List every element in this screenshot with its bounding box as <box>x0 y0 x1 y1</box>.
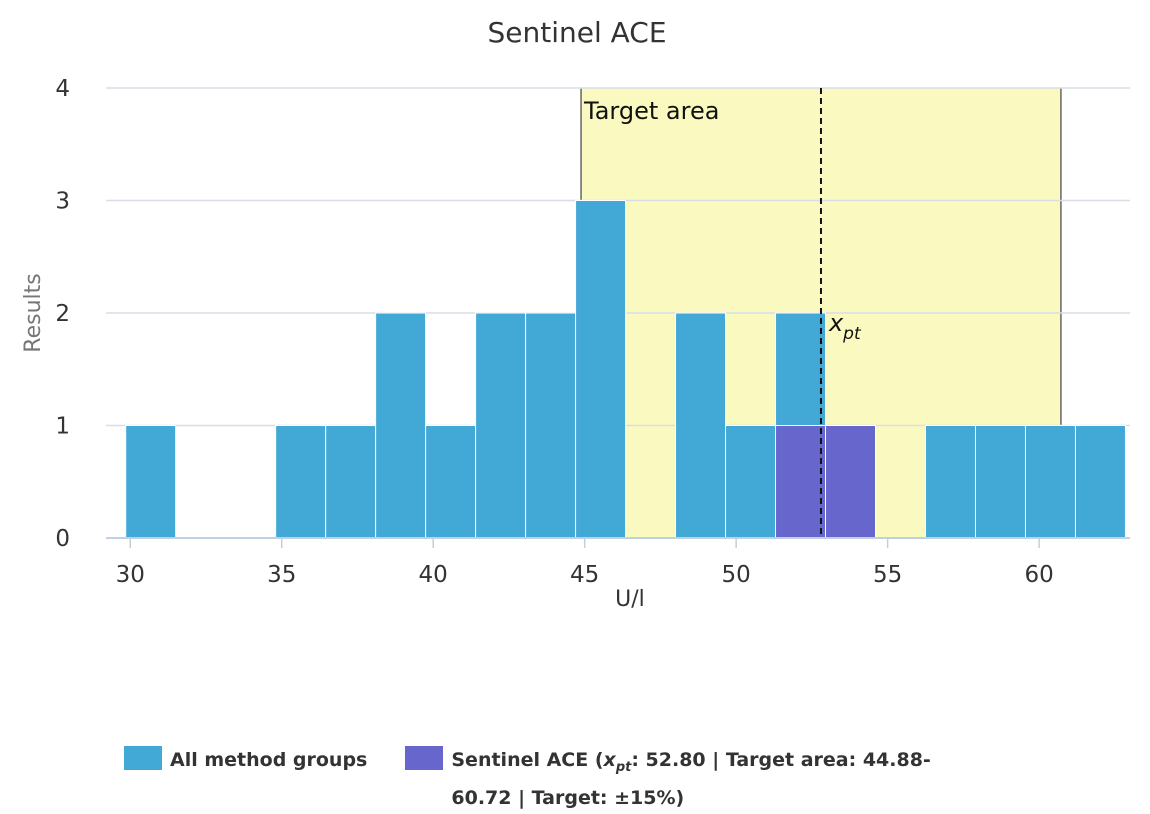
x-tick-label: 40 <box>419 562 448 588</box>
bar-all-method-groups[interactable] <box>925 425 976 539</box>
target-area-label: Target area <box>583 97 719 125</box>
xpt-label: xpt <box>828 309 862 344</box>
x-tick-label: 55 <box>873 562 902 588</box>
x-tick-label: 35 <box>267 562 296 588</box>
bar-all-method-groups[interactable] <box>375 312 427 539</box>
legend-item-all-method-groups[interactable]: All method groups <box>124 745 367 813</box>
x-tick-label: 45 <box>570 562 599 588</box>
x-tick-label: 60 <box>1024 562 1053 588</box>
legend-label-all-method-groups: All method groups <box>170 749 368 771</box>
chart-title: Sentinel ACE <box>487 16 666 49</box>
legend-swatch-all-method-groups <box>124 746 162 770</box>
y-tick-label: 4 <box>55 76 70 102</box>
bar-all-method-groups[interactable] <box>425 425 477 539</box>
y-tick-label: 3 <box>55 189 70 215</box>
bar-sentinel-ace[interactable] <box>825 425 877 539</box>
bar-all-method-groups[interactable] <box>475 312 527 539</box>
bar-all-method-groups[interactable] <box>675 312 727 539</box>
y-tick-label: 1 <box>55 414 70 440</box>
bar-all-method-groups[interactable] <box>974 425 1026 539</box>
x-tick-label: 50 <box>722 562 751 588</box>
bar-all-method-groups[interactable] <box>725 425 777 539</box>
bar-all-method-groups[interactable] <box>575 200 627 539</box>
bar-sentinel-ace[interactable] <box>775 425 827 539</box>
legend: All method groups Sentinel ACE (xpt: 52.… <box>124 745 999 813</box>
bar-all-method-groups[interactable] <box>1024 425 1076 539</box>
legend-label-sentinel-ace: Sentinel ACE (xpt: 52.80 | Target area: … <box>451 749 931 809</box>
bar-all-method-groups[interactable] <box>125 425 177 539</box>
legend-swatch-sentinel-ace <box>405 746 444 770</box>
bar-all-method-groups[interactable] <box>525 312 577 539</box>
bar-all-method-groups[interactable] <box>325 425 377 539</box>
x-tick-label: 30 <box>116 562 145 588</box>
legend-item-sentinel-ace[interactable]: Sentinel ACE (xpt: 52.80 | Target area: … <box>405 745 961 813</box>
bar-all-method-groups[interactable] <box>1074 425 1126 539</box>
y-axis-label: Results <box>21 273 46 352</box>
y-tick-label: 2 <box>55 301 70 327</box>
x-axis-label: U/l <box>615 587 645 612</box>
bar-all-method-groups[interactable] <box>275 425 327 539</box>
y-tick-label: 0 <box>55 526 70 552</box>
